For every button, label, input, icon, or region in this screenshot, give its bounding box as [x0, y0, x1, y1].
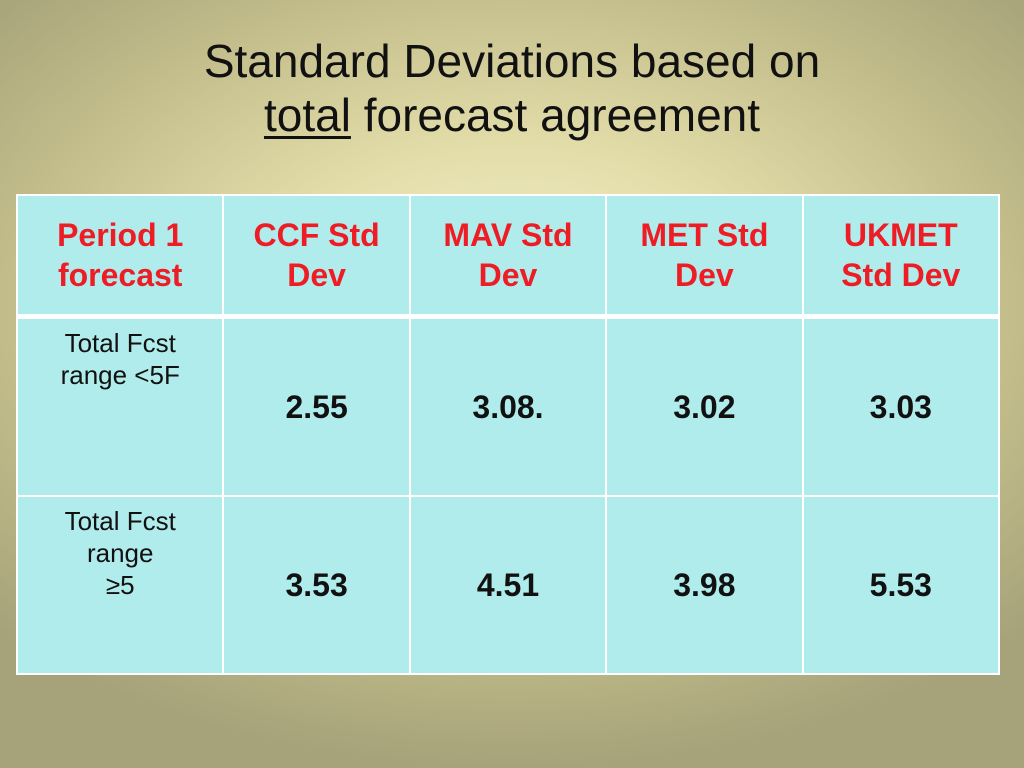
- table-row: Total Fcst range ≥5 3.53 4.51 3.98 5.53: [15, 495, 1001, 675]
- row-label-line: ≥5: [105, 570, 135, 600]
- value-met: 3.98: [605, 495, 804, 675]
- header-period-forecast: Period 1 forecast: [15, 194, 225, 319]
- value-ukmet: 5.53: [801, 495, 1001, 675]
- table-header-row: Period 1 forecast CCF Std Dev MAV Std De…: [15, 194, 1001, 319]
- row-label-range-under-5: Total Fcst range <5F: [15, 315, 225, 497]
- header-met-std-dev: MET Std Dev: [605, 194, 804, 319]
- row-label-line: Total Fcst: [64, 506, 176, 536]
- row-label-range-5-or-more: Total Fcst range ≥5: [15, 495, 225, 675]
- row-label-line: Total Fcst: [64, 328, 176, 358]
- value-ccf: 2.55: [222, 315, 411, 497]
- header-text-line: UKMET: [843, 217, 958, 253]
- row-label-line: range: [86, 538, 154, 568]
- header-text-line: forecast: [57, 257, 183, 293]
- header-text-line: MET Std: [640, 217, 769, 253]
- slide-title: Standard Deviations based on total forec…: [0, 34, 1024, 142]
- value-mav: 3.08.: [408, 315, 608, 497]
- std-dev-table: Period 1 forecast CCF Std Dev MAV Std De…: [15, 194, 1001, 675]
- header-mav-std-dev: MAV Std Dev: [408, 194, 608, 319]
- header-text-line: Std Dev: [841, 257, 961, 293]
- header-text-line: MAV Std: [443, 217, 573, 253]
- title-underlined-word: total: [263, 89, 351, 141]
- header-text-line: Period 1: [57, 217, 184, 253]
- title-line-2-rest: forecast agreement: [350, 89, 761, 141]
- table-row: Total Fcst range <5F 2.55 3.08. 3.02 3.0…: [15, 315, 1001, 497]
- header-text-line: Dev: [287, 257, 346, 293]
- row-label-line: range <5F: [60, 360, 180, 390]
- header-text-line: CCF Std: [253, 217, 380, 253]
- value-ccf: 3.53: [222, 495, 411, 675]
- value-met: 3.02: [605, 315, 804, 497]
- value-mav: 4.51: [408, 495, 608, 675]
- header-text-line: Dev: [478, 257, 538, 293]
- header-ccf-std-dev: CCF Std Dev: [222, 194, 411, 319]
- header-text-line: Dev: [675, 257, 734, 293]
- value-ukmet: 3.03: [801, 315, 1001, 497]
- title-line-1: Standard Deviations based on: [203, 35, 821, 87]
- header-ukmet-std-dev: UKMET Std Dev: [801, 194, 1001, 319]
- title-line-2: total forecast agreement: [0, 88, 1024, 142]
